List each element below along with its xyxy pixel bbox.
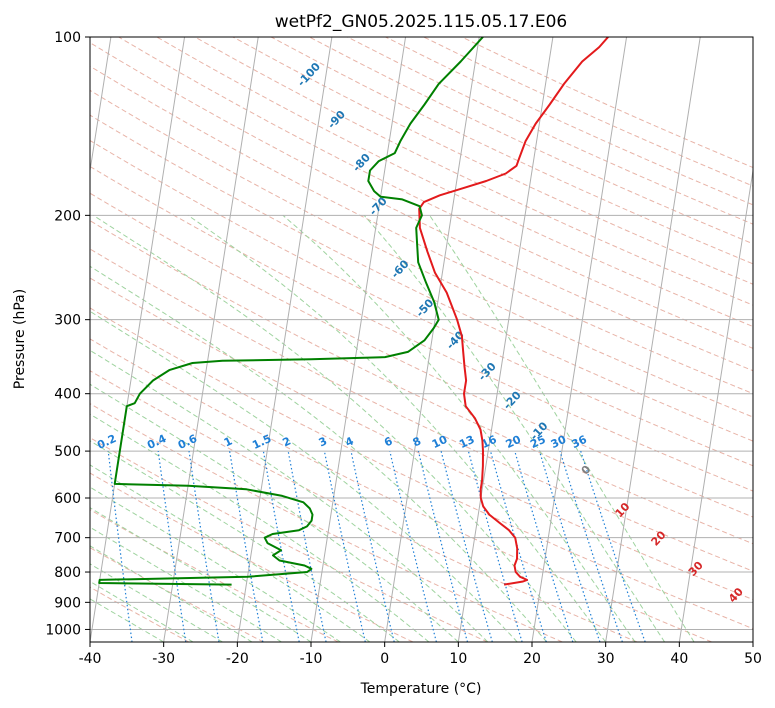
isotherm-gridline	[310, 37, 407, 642]
y-tick-label: 100	[54, 30, 81, 46]
x-tick-label: -20	[226, 651, 249, 667]
y-tick-label: 900	[54, 595, 81, 611]
dry-adiabat-line	[90, 277, 753, 601]
dry-adiabat-line	[90, 165, 753, 492]
moist-adiabat-line	[90, 598, 164, 642]
isobar-gridlines	[90, 37, 753, 630]
mixing-ratio-label: 16	[479, 433, 499, 451]
x-tick-label: 20	[523, 651, 541, 667]
dry-adiabat-line	[156, 37, 753, 328]
y-tick-label: 800	[54, 565, 81, 581]
mixing-ratio-label: 20	[504, 433, 524, 451]
plot-frame	[89, 36, 754, 643]
isotherm-gridline	[531, 37, 628, 642]
y-tick-label: 700	[54, 531, 81, 547]
mixing-ratio-line	[489, 450, 547, 642]
chart-title: wetPf2_GN05.2025.115.05.17.E06	[275, 12, 567, 32]
mixing-ratio-line	[262, 450, 300, 642]
mixing-ratio-line	[514, 450, 574, 642]
mixing-ratio-line	[580, 450, 646, 642]
dry-adiabat-line	[90, 220, 753, 545]
x-tick-label: 50	[744, 651, 762, 667]
isotherm-gridlines	[90, 37, 753, 642]
mixing-ratio-lines	[107, 450, 646, 642]
x-tick-label: -40	[79, 651, 102, 667]
moist-adiabats	[90, 214, 695, 642]
isotherm-gridline	[457, 37, 554, 642]
isotherm-gridline	[605, 37, 701, 642]
mixing-ratio-label: 36	[570, 433, 590, 451]
y-tick-label: 300	[54, 313, 81, 329]
moist-adiabat-line	[282, 214, 636, 642]
x-axis-ticks: -40 -30 -20 -10 0 10 20 30 40 50	[79, 642, 762, 667]
dry-adiabat-line	[90, 248, 753, 572]
y-tick-label: 600	[54, 491, 81, 507]
dry-adiabat-line	[90, 139, 753, 467]
x-tick-label: -10	[300, 651, 323, 667]
y-tick-label: 200	[54, 208, 81, 224]
isotherm-gridline	[384, 37, 480, 642]
x-tick-label: -30	[152, 651, 175, 667]
mixing-ratio-line	[350, 450, 395, 642]
mixing-ratio-line	[559, 450, 623, 642]
moist-adiabat-line	[90, 545, 253, 642]
y-axis-label: Pressure (hPa)	[12, 289, 28, 389]
series-line-1	[418, 37, 609, 586]
x-tick-label: 40	[670, 651, 688, 667]
mixing-ratio-label: 13	[457, 433, 476, 451]
moist-adiabat-line	[90, 349, 489, 642]
profile-series	[98, 37, 609, 586]
mixing-ratio-line	[440, 450, 493, 642]
x-tick-label: 30	[597, 651, 615, 667]
mixing-ratio-line	[157, 451, 187, 642]
dry-adiabat-line	[90, 338, 712, 642]
dry-adiabat-line	[232, 37, 753, 285]
dry-adiabat-line	[90, 547, 264, 642]
mixing-ratio-line	[287, 450, 327, 642]
moist-adiabat-line	[90, 464, 371, 642]
dry-adiabat-line	[90, 42, 753, 372]
mixing-ratio-line	[389, 450, 437, 642]
y-axis-ticks: 100 200 300 400 500 600 700 800 900 1000	[45, 30, 90, 638]
moist-adiabat-line	[90, 580, 194, 642]
isotherm-gridline	[90, 37, 112, 174]
mixing-ratio-line	[538, 450, 601, 642]
moist-adiabat-line	[429, 215, 695, 642]
y-tick-label: 500	[54, 444, 81, 460]
moist-adiabat-line	[90, 486, 341, 642]
moist-adiabat-line	[90, 507, 312, 642]
dry-adiabat-line	[194, 37, 753, 306]
dry-adiabat-line	[90, 192, 753, 518]
x-tick-label: 10	[449, 651, 467, 667]
moist-adiabat-line	[90, 413, 430, 642]
series-line-2	[98, 37, 484, 586]
moist-adiabat-line	[90, 265, 548, 642]
mixing-ratio-line	[107, 451, 133, 642]
isotherm-gridline	[163, 37, 259, 642]
moist-adiabat-line	[90, 383, 459, 642]
dry-adiabat-line	[118, 37, 753, 349]
mixing-ratio-label: 30	[549, 433, 569, 451]
plot-area: 0.10.20.40.611.52346810131620253036-100-…	[90, 37, 753, 642]
y-tick-label: 400	[54, 387, 81, 403]
isotherm-gridline	[236, 37, 333, 642]
x-axis-label: Temperature (°C)	[360, 681, 482, 697]
isotherm-gridline	[678, 167, 753, 642]
moist-adiabat-line	[363, 214, 666, 642]
mixing-ratio-line	[188, 451, 220, 642]
moist-adiabat-line	[90, 310, 518, 642]
y-tick-label: 1000	[45, 622, 81, 638]
mixing-ratio-label: 10	[430, 433, 450, 451]
moist-adiabat-line	[92, 214, 577, 642]
mixing-ratio-line	[417, 450, 469, 642]
moist-adiabat-line	[90, 563, 223, 642]
mixing-ratio-label: 25	[528, 433, 547, 451]
dry-adiabat-line	[90, 437, 488, 642]
mixing-ratio-line	[323, 450, 366, 642]
x-tick-label: 0	[380, 651, 389, 667]
moist-adiabat-line	[187, 214, 607, 642]
isotherm-gridline	[90, 37, 186, 642]
